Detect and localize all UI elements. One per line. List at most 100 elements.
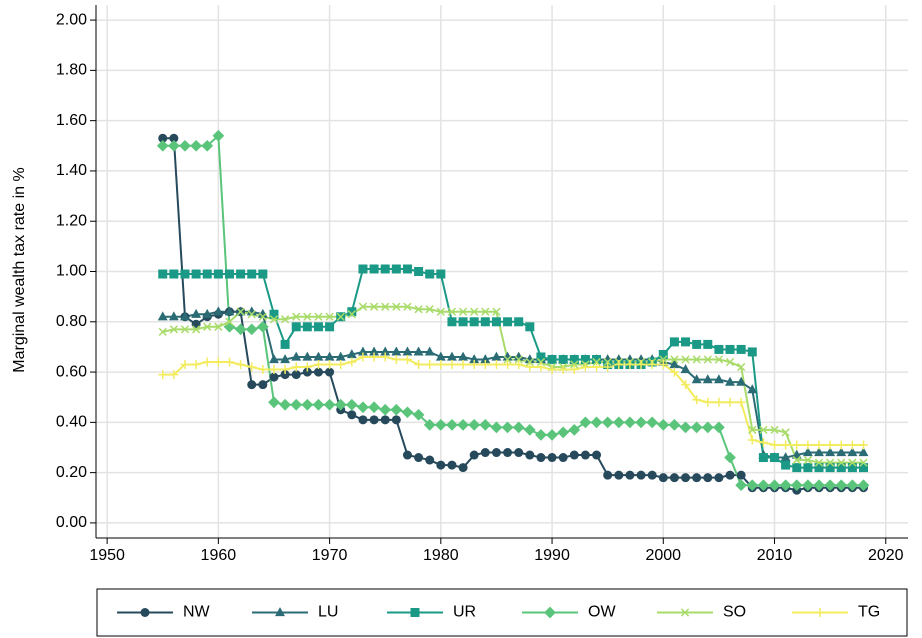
marker xyxy=(158,370,168,380)
marker xyxy=(802,479,814,492)
marker xyxy=(291,322,301,332)
marker xyxy=(379,403,392,416)
marker xyxy=(480,317,490,327)
marker xyxy=(291,370,301,380)
marker xyxy=(302,362,312,372)
marker xyxy=(658,349,668,359)
marker xyxy=(481,307,490,316)
marker xyxy=(158,327,167,336)
marker xyxy=(358,352,368,362)
marker xyxy=(803,463,813,473)
marker xyxy=(480,360,490,370)
marker xyxy=(692,395,702,405)
marker xyxy=(345,398,358,411)
marker xyxy=(570,360,579,369)
marker xyxy=(269,354,279,364)
legend-box xyxy=(96,588,908,637)
marker xyxy=(501,421,514,434)
marker xyxy=(703,473,713,483)
marker xyxy=(770,453,780,463)
marker xyxy=(736,344,746,354)
marker xyxy=(702,374,713,384)
x-tick-label: 2000 xyxy=(645,547,681,564)
marker xyxy=(479,419,492,431)
marker xyxy=(790,479,803,492)
marker xyxy=(835,479,848,492)
marker xyxy=(858,447,869,457)
marker xyxy=(625,470,635,480)
marker xyxy=(503,448,513,458)
series-line xyxy=(162,305,864,464)
marker xyxy=(391,346,402,356)
marker xyxy=(469,450,479,460)
marker xyxy=(713,374,724,384)
x-tick-label: 1970 xyxy=(312,547,348,564)
marker xyxy=(714,473,724,483)
marker xyxy=(446,351,457,361)
marker xyxy=(347,310,356,319)
marker xyxy=(491,448,501,458)
marker xyxy=(603,357,612,367)
marker xyxy=(781,460,791,470)
marker xyxy=(612,416,625,429)
marker xyxy=(280,354,291,364)
marker xyxy=(236,307,245,316)
marker xyxy=(847,447,858,457)
marker xyxy=(746,479,759,492)
marker xyxy=(681,380,691,390)
marker xyxy=(779,479,792,492)
marker xyxy=(825,447,836,457)
marker xyxy=(658,473,668,483)
marker xyxy=(425,360,435,370)
marker xyxy=(447,360,457,370)
marker xyxy=(380,352,390,362)
marker xyxy=(247,362,257,372)
marker xyxy=(491,351,502,361)
marker xyxy=(681,355,690,364)
marker xyxy=(446,419,458,431)
x-tick-label: 2010 xyxy=(757,547,793,564)
marker xyxy=(470,307,479,316)
marker xyxy=(680,364,691,374)
marker xyxy=(813,479,825,492)
marker xyxy=(435,351,446,361)
marker xyxy=(536,362,546,372)
marker xyxy=(224,357,234,367)
marker xyxy=(247,269,257,279)
marker xyxy=(724,451,736,464)
marker xyxy=(603,470,613,480)
marker xyxy=(369,346,380,356)
marker xyxy=(436,269,446,279)
marker xyxy=(324,351,335,361)
marker xyxy=(180,360,190,370)
marker xyxy=(679,421,692,434)
marker xyxy=(369,352,379,362)
marker xyxy=(258,269,268,279)
marker xyxy=(680,608,690,617)
marker xyxy=(201,139,214,152)
marker xyxy=(191,269,201,279)
marker xyxy=(214,322,223,331)
marker xyxy=(802,447,813,457)
y-tick-label: 1.20 xyxy=(56,212,87,229)
x-tick-label: 1980 xyxy=(423,547,459,564)
marker xyxy=(848,458,857,467)
series-line xyxy=(162,355,864,446)
marker xyxy=(140,608,150,617)
marker xyxy=(492,307,501,316)
x-tick-label: 1960 xyxy=(201,547,237,564)
marker xyxy=(425,269,435,279)
marker xyxy=(346,349,357,359)
marker xyxy=(503,355,512,364)
marker xyxy=(814,440,824,450)
marker xyxy=(536,352,546,362)
marker xyxy=(636,360,646,370)
marker xyxy=(681,473,691,483)
marker xyxy=(535,429,547,441)
marker xyxy=(469,360,479,370)
marker xyxy=(658,360,668,370)
series-line xyxy=(162,310,864,459)
marker xyxy=(169,370,179,380)
y-tick-label: 1.40 xyxy=(56,162,87,179)
marker xyxy=(826,458,835,467)
